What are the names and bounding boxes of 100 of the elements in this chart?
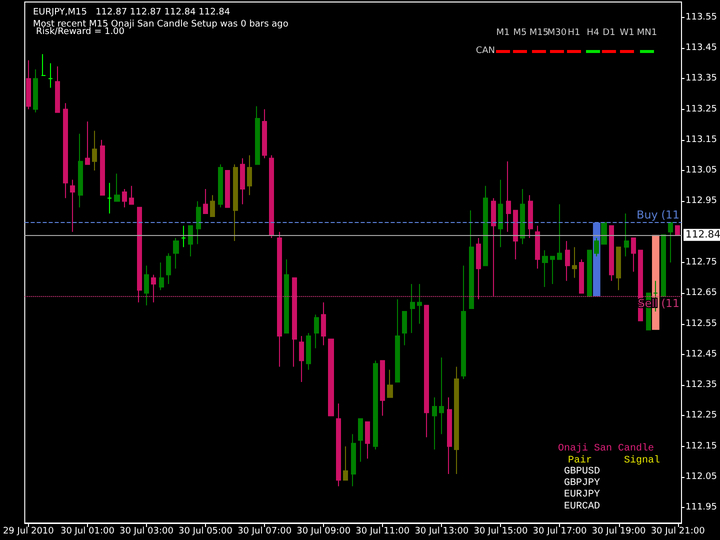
candlestick	[513, 210, 518, 260]
annotation: D1	[602, 28, 616, 38]
x-tick-label: 30 Jul 01:00	[60, 526, 115, 536]
annotation: Risk/Reward = 1.00	[36, 27, 125, 37]
y-tick-label: 112.65	[686, 288, 718, 298]
candlestick	[210, 194, 215, 218]
candlestick	[380, 360, 385, 416]
annotation: M30	[547, 28, 567, 38]
annotation: GBPJPY	[564, 478, 600, 490]
candlestick	[365, 421, 370, 460]
y-tick-label: 113.55	[686, 12, 718, 22]
y-tick-label: 112.75	[686, 258, 718, 268]
candlestick	[299, 336, 304, 383]
candlestick	[33, 68, 38, 113]
candlestick	[351, 434, 356, 487]
candlestick	[542, 250, 548, 288]
annotation: H1	[568, 28, 580, 38]
candlestick	[85, 121, 90, 165]
y-tick-label: 112.05	[686, 472, 718, 482]
annotation: H4	[586, 28, 600, 38]
candlestick	[387, 369, 393, 398]
y-tick-label: 113.05	[686, 166, 718, 176]
candlestick	[284, 258, 289, 334]
y-tick-label: 113.15	[686, 134, 718, 145]
candlestick	[572, 246, 577, 278]
y-tick-label: 112.45	[686, 349, 718, 360]
candlestick	[336, 402, 341, 487]
candlestick	[609, 225, 614, 282]
ref-line-label: Sell (11	[638, 297, 680, 310]
candlestick	[137, 206, 142, 303]
candlestick	[616, 246, 621, 291]
candlestick	[424, 304, 429, 438]
candlestick	[402, 311, 407, 346]
x-tick-label: 30 Jul 03:00	[120, 526, 174, 536]
candlestick	[557, 204, 562, 260]
annotation: W1	[620, 28, 634, 38]
candlestick	[129, 185, 134, 205]
ref-line-label: 112.84	[686, 229, 720, 240]
candlestick	[535, 225, 540, 270]
candlestick	[218, 164, 223, 208]
candlestick	[41, 54, 46, 76]
candlestick	[594, 237, 599, 257]
candlestick	[55, 66, 60, 113]
candlestick	[262, 108, 267, 159]
candlestick	[469, 210, 474, 309]
candlestick	[247, 154, 252, 196]
candlestick	[483, 185, 488, 266]
x-tick-label: 30 Jul 09:00	[296, 526, 351, 536]
candlestick	[417, 283, 422, 324]
candlestick	[48, 62, 53, 88]
annotation: Pair	[568, 454, 592, 466]
candlestick	[63, 102, 68, 199]
candlestick	[447, 396, 452, 474]
candlestick	[439, 357, 444, 435]
candlestick	[631, 237, 636, 272]
x-tick-label: 30 Jul 19:00	[592, 526, 646, 536]
y-tick-label: 112.95	[686, 196, 718, 206]
x-tick-label: 29 Jul 2010	[2, 526, 54, 536]
candlestick	[70, 179, 75, 232]
candlestick	[181, 225, 186, 248]
candlestick	[624, 212, 629, 257]
x-tick-label: 30 Jul 05:00	[178, 526, 233, 536]
text: EURJPY,M15 112.87 112.87 112.84 112.84	[33, 8, 230, 18]
candlestick	[454, 366, 459, 474]
candlestick	[395, 298, 400, 383]
annotation: Signal	[624, 454, 660, 466]
x-tick-label: 30 Jul 07:00	[238, 526, 292, 536]
candlestick	[520, 188, 525, 245]
candlestick	[100, 139, 105, 196]
candlestick	[114, 173, 120, 202]
annotation: GBPUSD	[564, 466, 600, 478]
candlestick	[277, 231, 282, 368]
candlestick	[225, 170, 230, 208]
candlestick	[26, 60, 31, 110]
y-tick-label: 111.95	[686, 502, 718, 513]
candlestick	[269, 154, 274, 238]
annotation: MN1	[636, 28, 658, 38]
x-tick-label: 30 Jul 15:00	[474, 526, 528, 536]
annotation: M15	[529, 28, 549, 38]
candlestick	[122, 188, 127, 208]
candlestick	[144, 265, 149, 306]
candlestick	[233, 164, 238, 242]
candlestick	[358, 418, 363, 462]
x-tick-label: 30 Jul 21:00	[650, 526, 706, 536]
candlestick	[550, 256, 555, 284]
candlestick	[476, 237, 481, 300]
candlestick	[668, 222, 673, 263]
annotation: Onaji San Candle	[558, 442, 654, 454]
candlestick	[661, 234, 666, 297]
candlestick	[314, 314, 319, 349]
annotation: M1	[496, 28, 510, 38]
candlestick	[565, 240, 570, 282]
candlestick	[92, 130, 97, 172]
candlestick	[173, 237, 179, 270]
candlestick	[306, 332, 311, 370]
candlestick	[491, 198, 496, 297]
candlestick	[255, 106, 260, 165]
x-tick-label: 30 Jul 17:00	[532, 526, 587, 536]
candlestick	[321, 302, 326, 346]
candlestick	[203, 188, 208, 214]
